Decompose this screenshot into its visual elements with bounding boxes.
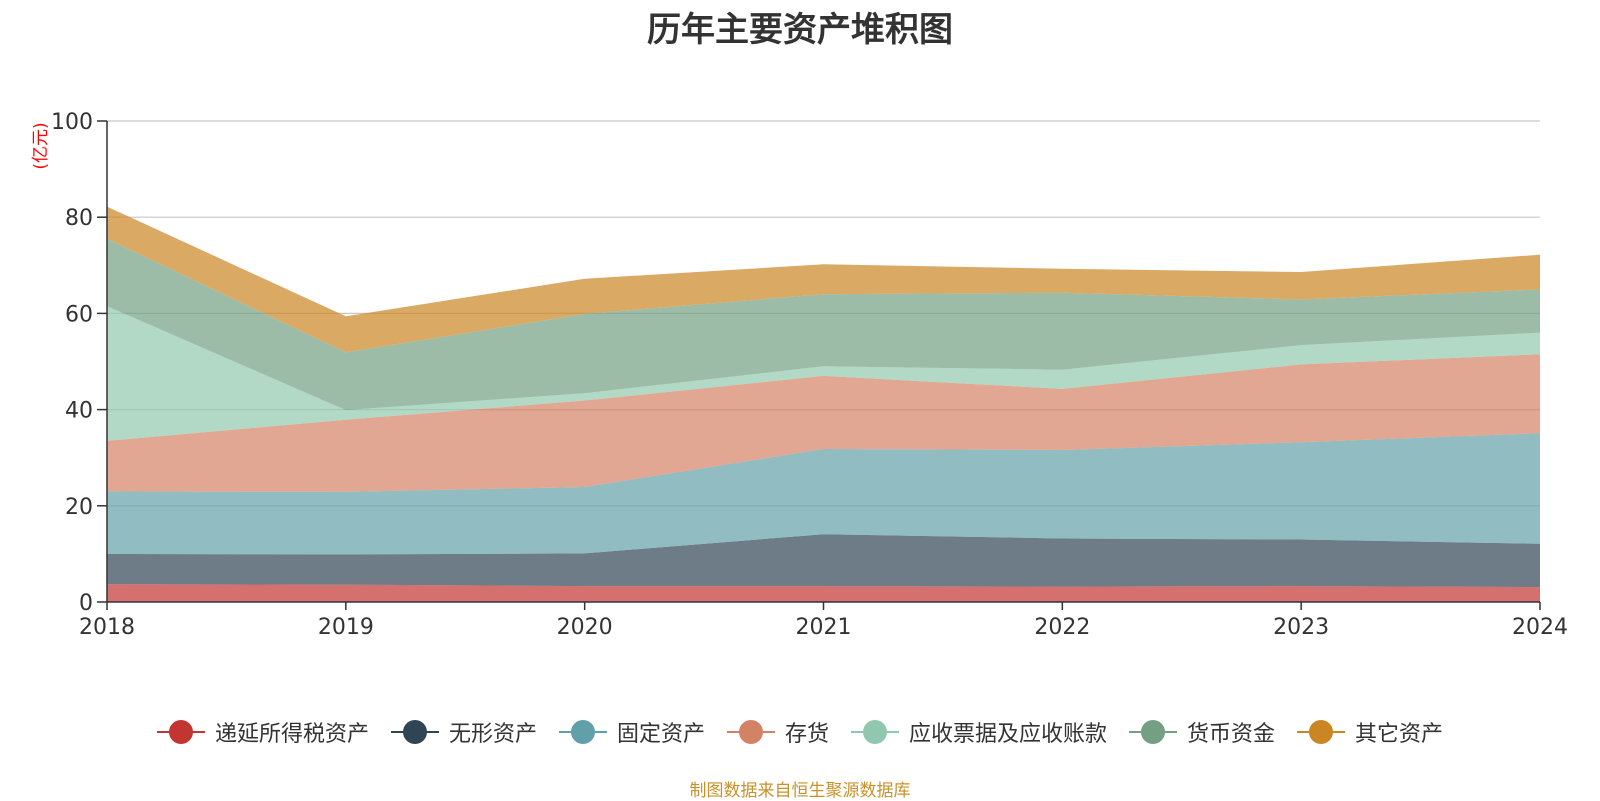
legend-label: 固定资产 <box>616 722 705 747</box>
area-series-0[interactable] <box>107 584 1540 602</box>
legend-marker-icon <box>558 720 607 744</box>
legend-label: 存货 <box>784 722 829 747</box>
x-tick-label: 2018 <box>79 615 135 640</box>
legend-item-2[interactable]: 固定资产 <box>558 716 705 748</box>
area-series-1[interactable] <box>107 534 1540 588</box>
legend-item-5[interactable]: 货币资金 <box>1129 716 1275 748</box>
area-series-2[interactable] <box>107 433 1540 555</box>
x-tick-label: 2021 <box>796 615 852 640</box>
legend-marker-icon <box>851 720 899 744</box>
y-tick-label: 20 <box>65 495 93 520</box>
y-axis-unit-label: (亿元) <box>31 122 51 169</box>
y-tick-label: 100 <box>51 110 93 135</box>
legend-label: 应收票据及应收账款 <box>909 722 1108 747</box>
y-tick-label: 60 <box>65 302 93 327</box>
x-tick-label: 2023 <box>1273 615 1329 640</box>
legend-marker-icon <box>1297 720 1346 744</box>
legend-item-1[interactable]: 无形资产 <box>390 716 537 748</box>
legend-item-6[interactable]: 其它资产 <box>1297 716 1443 748</box>
area-series-4[interactable] <box>107 306 1540 441</box>
legend-item-3[interactable]: 存货 <box>726 716 829 748</box>
legend-label: 其它资产 <box>1355 722 1444 747</box>
axes: 0 20 40 60 80 100 2018 2019 2020 2021 2022 2023 2024 <box>51 110 1568 640</box>
area-series-3[interactable] <box>107 354 1540 492</box>
legend-marker-icon <box>726 720 775 744</box>
legend-item-0[interactable]: 递延所得税资产 <box>156 716 369 748</box>
legend-label: 无形资产 <box>448 722 537 747</box>
y-tick-label: 80 <box>65 206 93 231</box>
area-series <box>107 206 1540 602</box>
x-tick-label: 2024 <box>1512 615 1568 640</box>
y-tick-label: 40 <box>65 399 93 424</box>
legend-marker-icon <box>1129 720 1178 744</box>
legend-label: 递延所得税资产 <box>214 722 369 747</box>
legend-marker-icon <box>156 720 205 744</box>
x-tick-label: 2020 <box>557 615 613 640</box>
y-tick-label: 0 <box>79 591 93 616</box>
area-series-5[interactable] <box>107 238 1540 411</box>
area-series-6[interactable] <box>107 206 1540 353</box>
x-tick-label: 2022 <box>1034 615 1090 640</box>
x-tick-label: 2019 <box>318 615 374 640</box>
legend-label: 货币资金 <box>1187 722 1276 747</box>
legend-item-4[interactable]: 应收票据及应收账款 <box>851 716 1107 748</box>
legend-marker-icon <box>390 720 439 744</box>
legend: 递延所得税资产 无形资产 固定资产 存货 应收票据及应收账款 货币资金 其它资产 <box>0 716 1600 748</box>
chart-title: 历年主要资产堆积图 <box>647 10 953 50</box>
source-note: 制图数据来自恒生聚源数据库 <box>689 781 911 801</box>
